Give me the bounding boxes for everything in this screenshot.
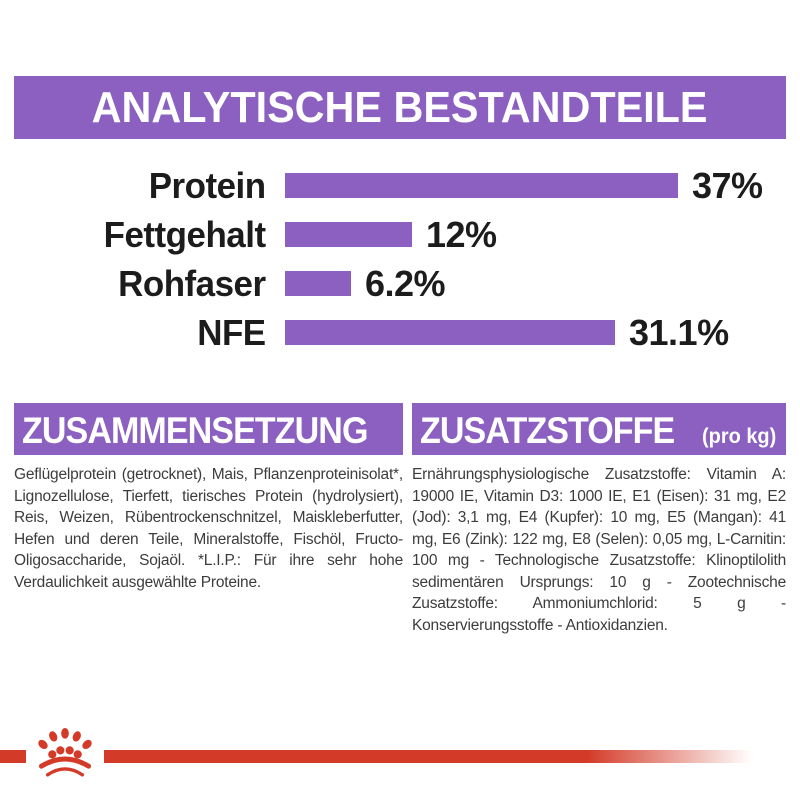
bar-label: NFE bbox=[197, 311, 266, 353]
bar-label: Rohfaser bbox=[118, 262, 266, 304]
analytical-constituents-header: ANALYTISCHE BESTANDTEILE bbox=[14, 76, 786, 139]
composition-header: ZUSAMMENSETZUNG bbox=[14, 403, 403, 455]
crown-background bbox=[26, 744, 104, 769]
bar-label: Fettgehalt bbox=[103, 213, 266, 255]
additives-body: Ernährungsphysiologische Zusatzstoffe: V… bbox=[412, 466, 786, 634]
additives-title-suffix: (pro kg) bbox=[702, 424, 777, 448]
chart-row-rohfaser: Rohfaser 6.2% bbox=[0, 259, 800, 308]
royal-canin-crown-icon bbox=[38, 727, 92, 777]
bar-value: 6.2% bbox=[365, 262, 446, 304]
bar-rohfaser bbox=[285, 271, 351, 296]
chart-row-nfe: NFE 31.1% bbox=[0, 308, 800, 357]
additives-header: ZUSATZSTOFFE (pro kg) bbox=[412, 403, 786, 455]
bar-value: 37% bbox=[692, 164, 763, 206]
bar-value: 12% bbox=[426, 213, 497, 255]
chart-row-fettgehalt: Fettgehalt 12% bbox=[0, 210, 800, 259]
additives-title: ZUSATZSTOFFE bbox=[420, 410, 675, 451]
page-title: ANALYTISCHE BESTANDTEILE bbox=[92, 82, 708, 132]
nutrient-bar-chart: Protein 37% Fettgehalt 12% Rohfaser 6.2%… bbox=[0, 161, 800, 357]
brand-stripe bbox=[0, 750, 752, 763]
composition-title: ZUSAMMENSETZUNG bbox=[22, 410, 368, 451]
composition-body: Geflügelprotein (getrocknet), Mais, Pfla… bbox=[14, 466, 403, 591]
bar-fettgehalt bbox=[285, 222, 412, 247]
chart-row-protein: Protein 37% bbox=[0, 161, 800, 210]
bar-value: 31.1% bbox=[629, 311, 729, 353]
bar-protein bbox=[285, 173, 678, 198]
composition-section: ZUSAMMENSETZUNG Geflügelprotein (getrock… bbox=[14, 403, 403, 593]
bar-nfe bbox=[285, 320, 615, 345]
additives-section: ZUSATZSTOFFE (pro kg) Ernährungsphysiolo… bbox=[412, 403, 786, 636]
bar-label: Protein bbox=[148, 164, 266, 206]
